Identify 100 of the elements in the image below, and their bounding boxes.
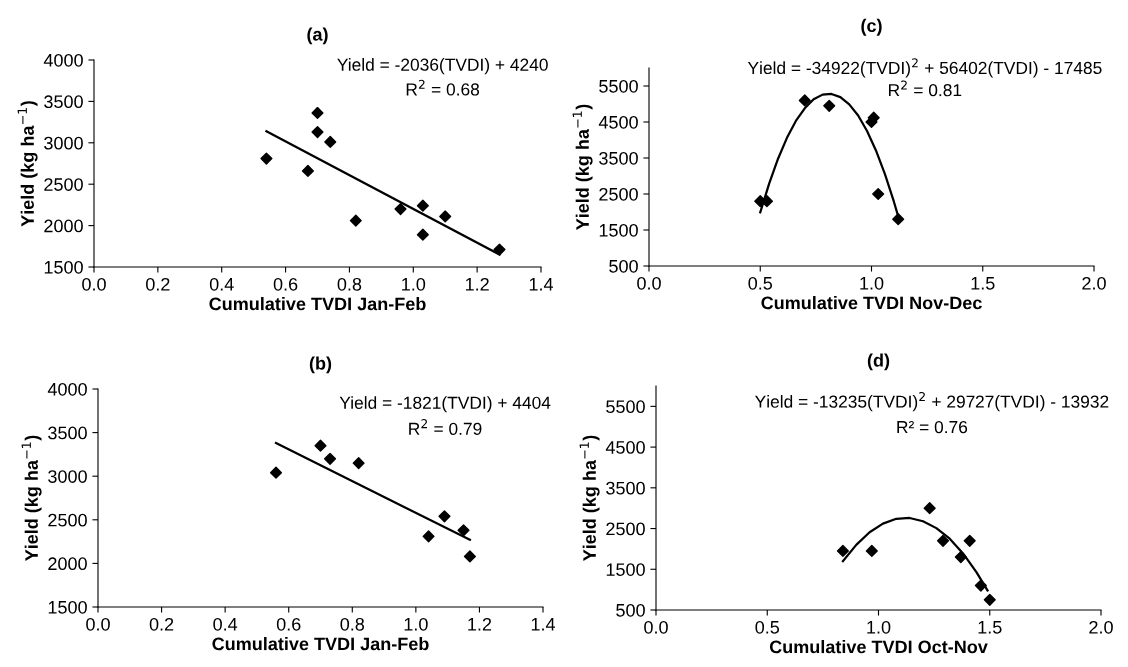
y-tick-label: 1500 bbox=[48, 600, 87, 614]
line-series bbox=[841, 516, 989, 592]
point bbox=[394, 202, 407, 216]
x-tick-label: 2.0 bbox=[1082, 276, 1106, 290]
point bbox=[865, 544, 878, 558]
x-tick-label: 1.0 bbox=[860, 276, 884, 290]
x-tick-label: 1.0 bbox=[867, 620, 891, 634]
y-tick-label: 2000 bbox=[48, 557, 87, 571]
x-tick-label: 2.0 bbox=[1089, 620, 1113, 634]
annotation: R² = 0.76 bbox=[897, 420, 968, 434]
y-axis-title: Yield (kg ha$^{−1}$) bbox=[579, 435, 600, 562]
chart-title: (c) bbox=[861, 18, 882, 36]
point bbox=[457, 524, 470, 537]
point bbox=[923, 502, 936, 515]
x-tick-label: 1.4 bbox=[531, 618, 556, 631]
x-axis-title: Cumulative TVDI Nov-Dec bbox=[761, 296, 982, 310]
point bbox=[936, 534, 950, 547]
y-tick-label: 4000 bbox=[43, 53, 83, 67]
point bbox=[836, 544, 849, 558]
point bbox=[439, 210, 452, 223]
point bbox=[983, 593, 996, 606]
point bbox=[963, 534, 976, 547]
x-tick-label: 1.0 bbox=[404, 617, 428, 631]
point bbox=[416, 199, 429, 212]
annotation: R$^{2}$ = 0.79 bbox=[409, 419, 482, 435]
x-tick-label: 0.0 bbox=[86, 617, 110, 631]
point bbox=[463, 550, 476, 563]
point bbox=[349, 214, 362, 227]
y-tick-label: 3500 bbox=[48, 426, 87, 440]
point bbox=[314, 439, 327, 452]
point bbox=[954, 550, 967, 564]
y-tick-label: 1500 bbox=[606, 563, 645, 576]
point bbox=[438, 510, 451, 523]
y-axis-title: Yield (kg ha$^{−1}$) bbox=[572, 104, 593, 231]
point bbox=[798, 94, 811, 107]
point bbox=[311, 106, 324, 120]
y-tick-label: 2500 bbox=[48, 513, 87, 527]
point bbox=[422, 530, 435, 543]
annotation: Yield = -1821(TVDI) + 4404 bbox=[339, 396, 551, 413]
x-axis-title: Cumulative TVDI Oct-Nov bbox=[769, 640, 988, 654]
point bbox=[416, 228, 429, 241]
x-tick-label: 0.0 bbox=[644, 620, 668, 634]
point bbox=[301, 164, 314, 178]
annotation: R$^{2}$ = 0.68 bbox=[406, 79, 480, 96]
x-tick-label: 1.4 bbox=[529, 278, 554, 291]
annotation: Yield = -2036(TVDI) + 4240 bbox=[337, 58, 548, 75]
point bbox=[324, 135, 337, 149]
y-tick-label: 3500 bbox=[606, 481, 645, 495]
x-tick-label: 0.4 bbox=[213, 617, 238, 631]
x-tick-label: 1.2 bbox=[465, 277, 489, 291]
x-tick-label: 0.0 bbox=[82, 277, 106, 291]
y-tick-label: 4500 bbox=[598, 115, 638, 129]
point bbox=[493, 243, 506, 256]
y-tick-label: 5500 bbox=[606, 400, 645, 414]
x-axis-title: Cumulative TVDI Jan-Feb bbox=[209, 297, 426, 311]
x-tick-label: 0.8 bbox=[340, 617, 365, 631]
x-tick-label: 0.0 bbox=[637, 276, 661, 290]
point bbox=[323, 452, 337, 465]
point bbox=[352, 457, 365, 470]
y-tick-label: 500 bbox=[616, 603, 645, 617]
x-tick-label: 1.2 bbox=[468, 617, 492, 631]
x-tick-label: 1.0 bbox=[402, 277, 426, 291]
x-tick-label: 0.2 bbox=[146, 277, 170, 291]
y-axis-title: Yield (kg ha$^{−1}$) bbox=[17, 101, 38, 227]
y-tick-label: 3000 bbox=[44, 136, 83, 150]
x-tick-label: 0.5 bbox=[755, 620, 780, 634]
y-tick-label: 500 bbox=[609, 259, 638, 273]
y-tick-label: 2500 bbox=[599, 187, 638, 201]
y-tick-label: 5500 bbox=[599, 79, 638, 93]
x-tick-label: 0.6 bbox=[276, 617, 301, 631]
y-tick-label: 2500 bbox=[606, 522, 645, 536]
annotation: Yield = -13235(TVDI)$^{2}$ + 29727(TVDI) - 13932 bbox=[755, 391, 1109, 412]
x-tick-label: 0.5 bbox=[748, 276, 773, 290]
point bbox=[823, 99, 836, 112]
chart-title: (d) bbox=[867, 353, 890, 371]
y-tick-label: 4000 bbox=[47, 382, 87, 396]
x-tick-label: 0.6 bbox=[273, 277, 298, 291]
point bbox=[311, 125, 324, 139]
x-axis-title: Cumulative TVDI Jan-Feb bbox=[212, 637, 429, 651]
annotation: Yield = -34922(TVDI)$^{2}$ + 56402(TVDI) - 17485 bbox=[747, 58, 1102, 78]
y-tick-label: 1500 bbox=[599, 223, 638, 237]
x-tick-label: 0.2 bbox=[149, 617, 174, 631]
point bbox=[974, 579, 987, 592]
x-tick-label: 1.5 bbox=[971, 277, 995, 290]
y-tick-label: 3000 bbox=[48, 470, 87, 483]
y-tick-label: 4500 bbox=[605, 441, 645, 454]
point bbox=[892, 213, 905, 226]
y-tick-label: 3500 bbox=[599, 151, 638, 165]
y-tick-label: 1500 bbox=[44, 260, 83, 274]
y-tick-label: 2000 bbox=[44, 219, 83, 233]
chart-title: (a) bbox=[307, 27, 328, 45]
y-axis-title: Yield (kg ha$^{−1}$) bbox=[21, 435, 42, 562]
annotation: R$^{2}$ = 0.81 bbox=[889, 80, 962, 97]
y-tick-label: 2500 bbox=[44, 178, 83, 191]
chart-title: (b) bbox=[309, 356, 332, 374]
point bbox=[872, 187, 885, 201]
y-tick-label: 3500 bbox=[44, 95, 83, 109]
x-tick-label: 1.5 bbox=[978, 621, 1002, 634]
point bbox=[260, 152, 273, 165]
x-tick-label: 0.8 bbox=[337, 277, 362, 291]
